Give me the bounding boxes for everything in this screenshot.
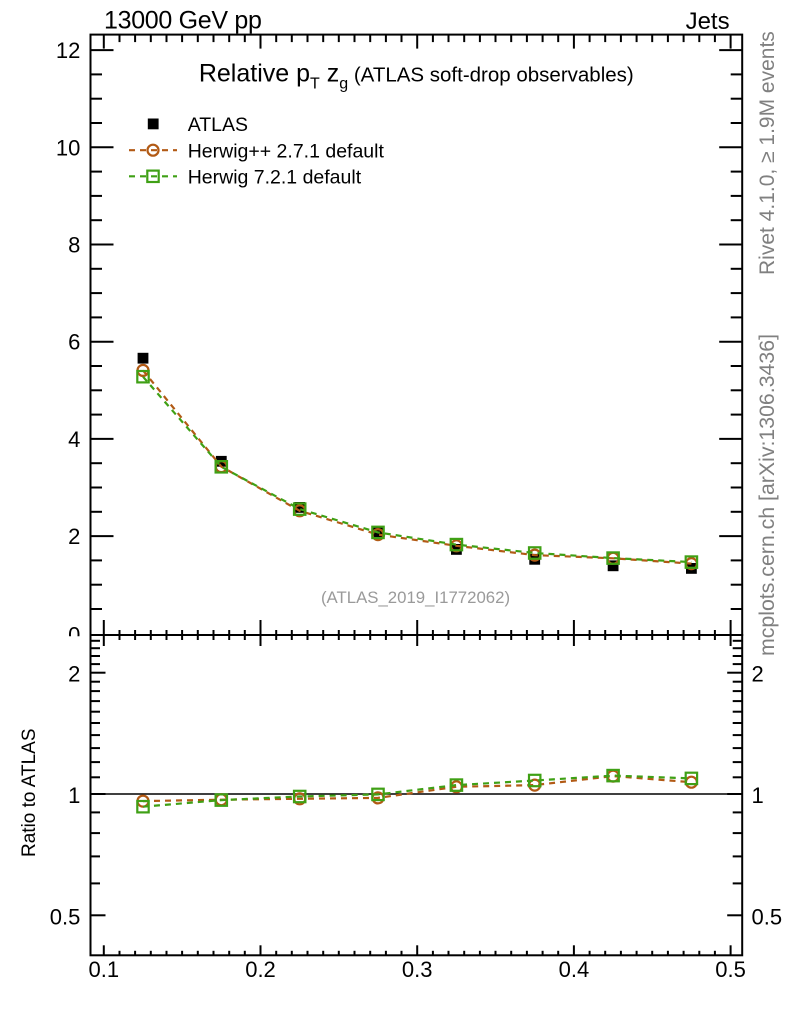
- svg-text:4: 4: [68, 427, 80, 452]
- svg-text:0: 0: [68, 623, 80, 648]
- svg-text:0.1: 0.1: [89, 957, 120, 982]
- svg-text:Herwig 7.2.1 default: Herwig 7.2.1 default: [188, 167, 362, 189]
- svg-text:(ATLAS_2019_I1772062): (ATLAS_2019_I1772062): [321, 588, 510, 607]
- svg-text:Herwig++ 2.7.1 default: Herwig++ 2.7.1 default: [188, 141, 385, 163]
- svg-text:10: 10: [56, 135, 80, 160]
- svg-text:6: 6: [68, 330, 80, 355]
- svg-text:2: 2: [752, 662, 764, 687]
- svg-text:Rivet 4.1.0, ≥ 1.9M events: Rivet 4.1.0, ≥ 1.9M events: [756, 31, 779, 275]
- svg-text:0.5: 0.5: [50, 904, 81, 929]
- svg-text:1: 1: [68, 783, 80, 808]
- svg-text:8: 8: [68, 233, 80, 258]
- svg-text:mcplots.cern.ch [arXiv:1306.34: mcplots.cern.ch [arXiv:1306.3436]: [755, 334, 779, 656]
- svg-text:Jets: Jets: [686, 8, 730, 35]
- svg-text:0.5: 0.5: [752, 904, 783, 929]
- svg-text:Relative pT zg (ATLAS soft-dro: Relative pT zg (ATLAS soft-drop observab…: [199, 60, 634, 93]
- svg-text:0.4: 0.4: [559, 957, 590, 982]
- svg-text:13000 GeV pp: 13000 GeV pp: [104, 6, 262, 34]
- svg-text:2: 2: [68, 524, 80, 549]
- svg-text:0.5: 0.5: [715, 957, 746, 982]
- svg-text:Ratio to ATLAS: Ratio to ATLAS: [19, 729, 40, 858]
- svg-text:ATLAS: ATLAS: [188, 114, 248, 136]
- svg-text:0.3: 0.3: [402, 957, 433, 982]
- svg-text:1: 1: [752, 783, 764, 808]
- svg-text:0.2: 0.2: [245, 957, 276, 982]
- svg-text:2: 2: [68, 662, 80, 687]
- svg-text:12: 12: [56, 38, 80, 63]
